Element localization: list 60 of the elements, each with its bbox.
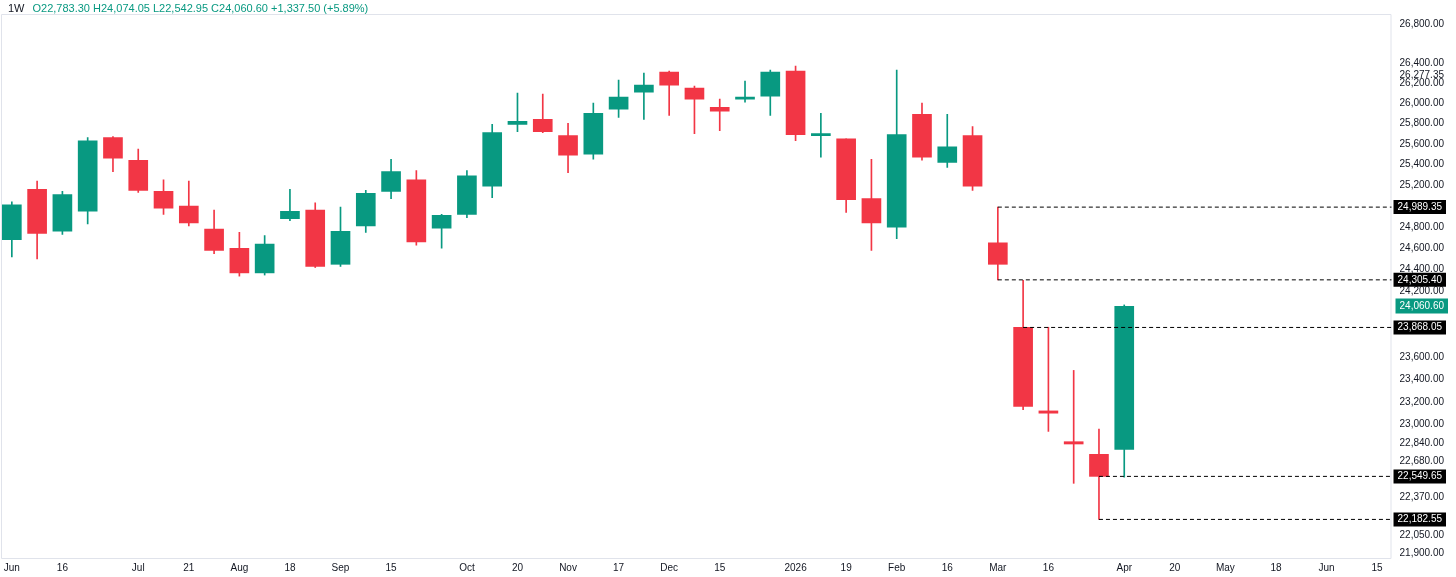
y-tick-label: 25,400.00 (1399, 158, 1445, 170)
y-tick-label: 26,800.00 (1399, 17, 1445, 29)
ref-line-label: 22,182.55 (1397, 513, 1443, 525)
x-tick-label: 16 (941, 561, 954, 573)
ref-line-label: 24,989.35 (1397, 200, 1443, 212)
x-tick-label: 18 (284, 561, 296, 573)
y-tick-label: 26,000.00 (1399, 96, 1445, 108)
ref-line-label: 22,549.65 (1397, 470, 1443, 482)
y-tick-label: 23,000.00 (1399, 418, 1445, 430)
y-tick-label: 24,800.00 (1399, 220, 1445, 232)
x-tick-label: 21 (183, 561, 195, 573)
y-tick-label: 21,900.00 (1399, 546, 1445, 558)
y-tick-label: 24,600.00 (1399, 242, 1445, 254)
x-tick-label: 17 (613, 561, 625, 573)
x-tick-label: Apr (1116, 561, 1133, 573)
text: 1W (8, 2, 25, 14)
x-tick-label: 16 (56, 561, 69, 573)
text: O22,783.30 H24,074.05 L22,542.95 C24,060.60 +1,337.50 (+5.89%) (32, 2, 369, 14)
ref-line-label: 23,868.05 (1397, 321, 1443, 333)
candlestick (1063, 370, 1084, 484)
x-tick-label: Feb (888, 561, 906, 573)
x-tick-label: 15 (1371, 561, 1384, 573)
y-tick-label: 23,600.00 (1399, 350, 1445, 362)
y-tick-label: 22,680.00 (1399, 455, 1445, 467)
x-tick-label: Jun (1318, 561, 1335, 573)
y-tick-label: 26,277.35 (1399, 69, 1445, 81)
candlestick (709, 98, 730, 131)
candlestick (634, 72, 654, 120)
y-tick-label: 24,060.60 (1399, 300, 1445, 312)
x-tick-label: 2026 (784, 561, 808, 573)
y-tick-label: 24,200.00 (1399, 285, 1445, 296)
x-tick-label: 19 (840, 561, 853, 573)
y-tick-label: 25,200.00 (1399, 178, 1445, 190)
x-tick-label: Mar (989, 561, 1008, 573)
y-tick-label: 22,050.00 (1399, 528, 1445, 540)
x-tick-label: 20 (1169, 561, 1181, 573)
x-tick-label: May (1215, 561, 1235, 573)
x-tick-label: Oct (459, 561, 475, 573)
candlestick (280, 188, 300, 222)
x-tick-label: 16 (1042, 561, 1055, 573)
y-tick-label: 22,840.00 (1399, 436, 1445, 448)
y-tick-label: 22,370.00 (1399, 491, 1445, 503)
y-tick-label: 23,400.00 (1399, 373, 1445, 385)
y-tick-label: 25,800.00 (1399, 117, 1445, 129)
y-tick-label: 23,200.00 (1399, 395, 1445, 407)
y-tick-label: 24,400.00 (1399, 263, 1445, 275)
ref-line-label: 24,305.40 (1397, 273, 1443, 285)
x-tick-label: 20 (511, 561, 524, 573)
x-tick-label: Jul (131, 561, 145, 573)
x-tick-label: Sep (331, 561, 350, 573)
y-tick-label: 26,400.00 (1399, 56, 1445, 68)
x-tick-label: 15 (385, 561, 398, 573)
y-tick-label: 25,600.00 (1399, 137, 1445, 149)
x-tick-label: Dec (660, 561, 679, 573)
candlestick (811, 112, 831, 158)
x-tick-label: Aug (230, 561, 249, 573)
x-tick-label: 18 (1270, 561, 1282, 573)
x-tick-label: Nov (559, 561, 577, 573)
x-tick-label: 15 (714, 561, 726, 573)
x-tick-label: Jun (3, 561, 20, 573)
